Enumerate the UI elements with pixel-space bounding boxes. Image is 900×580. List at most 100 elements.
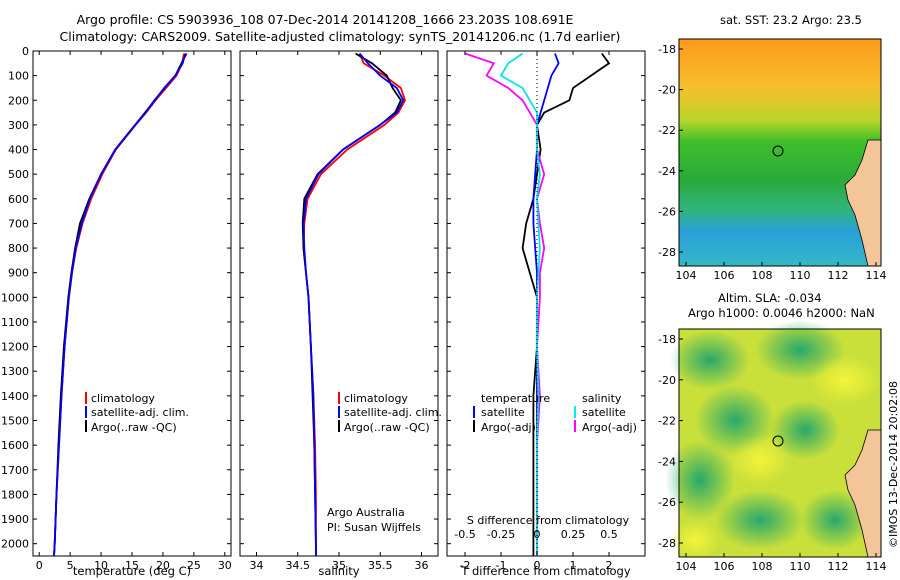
map-y-tick-label: -18: [658, 333, 676, 346]
legend-title-temperature: temperature: [481, 392, 550, 405]
x-tick-label: 10: [94, 559, 108, 572]
difference-top-xlabel: S difference from climatology: [467, 514, 630, 527]
legend-label: satellite: [481, 406, 525, 419]
y-tick-label: 1600: [1, 439, 29, 452]
temperature-legend: climatology satellite-adj. clim. Argo(..…: [85, 392, 189, 434]
map-x-tick-label: 104: [676, 560, 697, 573]
y-tick-label: 200: [8, 94, 29, 107]
y-tick-label: 900: [8, 267, 29, 280]
map-x-tick-label: 108: [752, 560, 773, 573]
y-tick-label: 1500: [1, 415, 29, 428]
y-tick-label: 600: [8, 193, 29, 206]
map-y-tick-label: -24: [658, 165, 676, 178]
s-tick-label: 0.5: [600, 528, 618, 541]
map-y-tick-label: -28: [658, 537, 676, 550]
map-x-tick-label: 112: [828, 269, 849, 282]
x-tick-label: 1: [570, 559, 577, 572]
y-tick-label: 400: [8, 144, 29, 157]
legend-label: climatology: [344, 392, 408, 405]
y-tick-label: 800: [8, 242, 29, 255]
map-y-tick-label: -26: [658, 205, 676, 218]
legend-label: Argo(-adj): [582, 421, 637, 434]
x-tick-label: 36: [415, 559, 429, 572]
y-tick-label: 1300: [1, 365, 29, 378]
x-tick-label: 35.5: [368, 559, 393, 572]
legend-label: Argo(..raw -QC): [344, 421, 430, 434]
imos-credit: ©IMOS 13-Dec-2014 20:02:08: [887, 381, 900, 548]
y-tick-label: 0: [22, 45, 29, 58]
y-tick-label: 300: [8, 119, 29, 132]
map-x-tick-label: 112: [828, 560, 849, 573]
temperature-xlabel: temperature (deg C): [73, 564, 191, 578]
y-tick-label: 1000: [1, 291, 29, 304]
map-x-tick-label: 110: [790, 560, 811, 573]
y-tick-label: 1200: [1, 341, 29, 354]
figure-title-line-2: Climatology: CARS2009. Satellite-adjuste…: [59, 29, 621, 44]
y-tick-label: 1700: [1, 464, 29, 477]
legend-label: satellite-adj. clim.: [91, 406, 189, 419]
y-tick-label: 700: [8, 217, 29, 230]
sst-map-title: sat. SST: 23.2 Argo: 23.5: [720, 13, 862, 27]
x-tick-label: 34.5: [286, 559, 311, 572]
salinity-xlabel: salinity: [318, 564, 359, 578]
x-tick-label: 34: [250, 559, 264, 572]
s-tick-label: 0.25: [561, 528, 586, 541]
sla-map-title-line-1: Altim. SLA: -0.034: [718, 291, 822, 305]
series-line-t-argo-adj-: [521, 52, 611, 556]
map-y-tick-label: -20: [658, 374, 676, 387]
annotation-argo-australia: Argo Australia: [327, 506, 405, 519]
map-y-tick-label: -24: [658, 455, 676, 468]
map-x-tick-label: 114: [866, 560, 887, 573]
series-line-satellite-adj-clim-: [302, 52, 405, 556]
difference-axes: [446, 50, 646, 557]
figure-title-line-1: Argo profile: CS 5903936_108 07-Dec-2014…: [76, 12, 574, 27]
map-x-tick-label: 110: [790, 269, 811, 282]
x-tick-label: 0: [534, 559, 541, 572]
y-tick-label: 100: [8, 70, 29, 83]
salinity-legend: climatology satellite-adj. clim. Argo(..…: [327, 392, 442, 534]
map-y-tick-label: -22: [658, 415, 676, 428]
annotation-pi: PI: Susan Wijffels: [327, 521, 421, 534]
y-tick-label: 500: [8, 168, 29, 181]
argo-float-marker: [772, 435, 784, 447]
map-x-tick-label: 106: [714, 560, 735, 573]
sla-map-title-line-2: Argo h1000: 0.0046 h2000: NaN: [688, 306, 875, 320]
s-tick-label: -0.5: [454, 528, 475, 541]
x-tick-label: 35: [332, 559, 346, 572]
map-x-tick-label: 104: [676, 269, 697, 282]
map-x-tick-label: 114: [866, 269, 887, 282]
map-x-tick-label: 106: [714, 269, 735, 282]
legend-title-salinity: salinity: [582, 392, 622, 405]
difference-xlabel: T difference from climatology: [460, 564, 631, 578]
x-tick-label: -1: [496, 559, 507, 572]
sla-map: [665, 320, 882, 560]
argo-float-marker: [772, 145, 784, 157]
legend-label: climatology: [91, 392, 155, 405]
sst-map: [678, 38, 882, 267]
map-x-tick-label: 108: [752, 269, 773, 282]
legend-label: Argo(-adj): [481, 421, 536, 434]
series-line-satellite-adj-clim-: [53, 53, 187, 557]
x-tick-label: 20: [156, 559, 170, 572]
x-tick-label: 2: [606, 559, 613, 572]
x-tick-label: -2: [460, 559, 471, 572]
legend-label: satellite: [582, 406, 626, 419]
legend-label: Argo(..raw -QC): [91, 421, 177, 434]
series-line-s-satellite: [499, 52, 541, 556]
map-y-tick-label: -22: [658, 124, 676, 137]
map-y-tick-label: -20: [658, 84, 676, 97]
x-tick-label: 5: [67, 559, 74, 572]
difference-legend: temperature satellite Argo(-adj) salinit…: [473, 392, 637, 434]
s-tick-label: 0: [534, 528, 541, 541]
y-tick-label: 2000: [1, 538, 29, 551]
x-tick-label: 30: [218, 559, 232, 572]
map-y-tick-label: -26: [658, 496, 676, 509]
map-y-tick-label: -28: [658, 246, 676, 259]
y-tick-label: 1100: [1, 316, 29, 329]
y-tick-label: 1900: [1, 513, 29, 526]
s-tick-label: -0.25: [487, 528, 515, 541]
x-tick-label: 15: [125, 559, 139, 572]
y-tick-label: 1400: [1, 390, 29, 403]
